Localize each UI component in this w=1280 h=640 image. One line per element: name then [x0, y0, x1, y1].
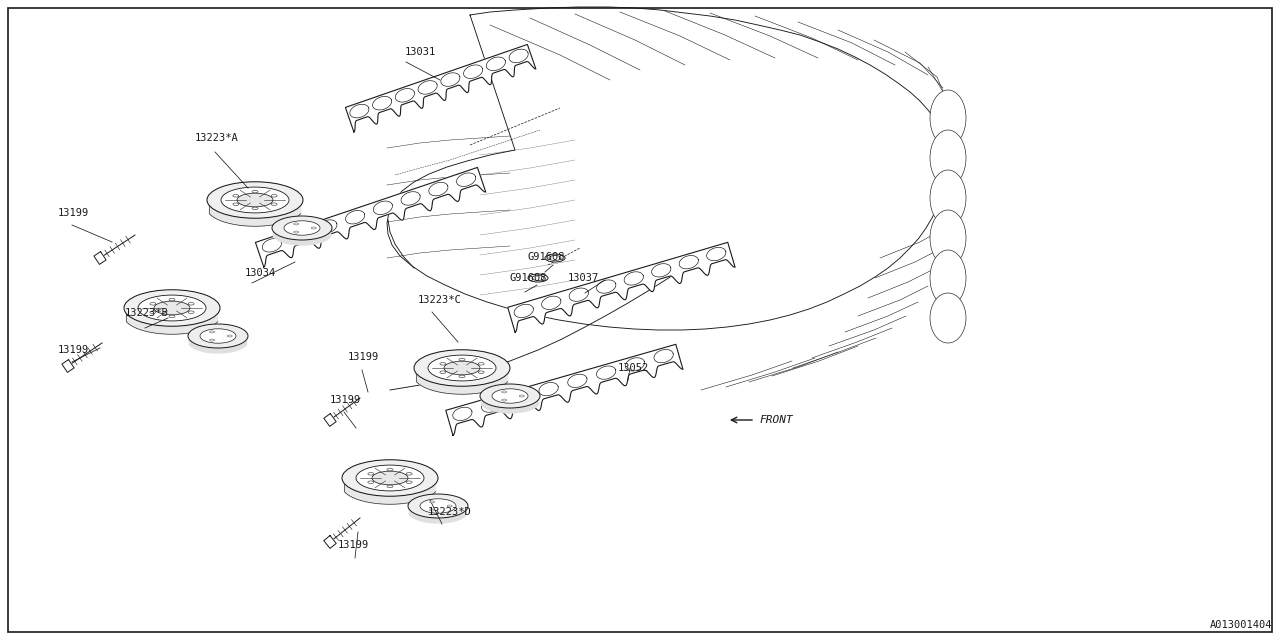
Ellipse shape — [529, 274, 548, 282]
Ellipse shape — [138, 295, 206, 321]
Ellipse shape — [252, 207, 259, 210]
Text: 13199: 13199 — [338, 540, 369, 550]
Ellipse shape — [931, 130, 966, 186]
Ellipse shape — [252, 190, 259, 193]
Text: A013001404: A013001404 — [1210, 620, 1272, 630]
Ellipse shape — [387, 468, 393, 471]
Text: 13223*D: 13223*D — [428, 507, 472, 517]
Ellipse shape — [207, 182, 303, 218]
Ellipse shape — [406, 481, 412, 483]
Ellipse shape — [502, 399, 507, 401]
Ellipse shape — [210, 339, 215, 341]
Text: 13031: 13031 — [404, 47, 436, 57]
Ellipse shape — [931, 250, 966, 306]
Ellipse shape — [293, 231, 298, 233]
Ellipse shape — [367, 472, 374, 475]
Ellipse shape — [273, 216, 332, 240]
Ellipse shape — [430, 509, 435, 511]
Ellipse shape — [479, 371, 484, 374]
Ellipse shape — [271, 203, 278, 205]
Ellipse shape — [931, 90, 966, 146]
Text: 13199: 13199 — [58, 345, 90, 355]
Ellipse shape — [440, 362, 445, 365]
Ellipse shape — [200, 329, 236, 343]
Ellipse shape — [188, 303, 195, 305]
Text: 13199: 13199 — [348, 352, 379, 362]
Text: 13223*B: 13223*B — [125, 308, 169, 318]
Polygon shape — [127, 314, 218, 334]
Ellipse shape — [931, 210, 966, 266]
Ellipse shape — [188, 311, 195, 314]
Ellipse shape — [479, 362, 484, 365]
Ellipse shape — [150, 311, 156, 314]
Ellipse shape — [408, 494, 468, 518]
Ellipse shape — [387, 485, 393, 488]
Polygon shape — [481, 400, 539, 413]
Ellipse shape — [188, 324, 248, 348]
Polygon shape — [410, 509, 466, 523]
Ellipse shape — [444, 361, 480, 375]
Ellipse shape — [356, 465, 424, 491]
Ellipse shape — [221, 187, 289, 213]
Polygon shape — [274, 232, 330, 245]
Text: 13199: 13199 — [330, 395, 361, 405]
Ellipse shape — [520, 395, 525, 397]
Ellipse shape — [271, 195, 278, 197]
Ellipse shape — [413, 349, 509, 386]
Ellipse shape — [124, 290, 220, 326]
Ellipse shape — [931, 293, 966, 343]
Ellipse shape — [342, 460, 438, 496]
Ellipse shape — [447, 505, 452, 507]
Text: FRONT: FRONT — [760, 415, 794, 425]
Ellipse shape — [150, 303, 156, 305]
Ellipse shape — [154, 301, 189, 315]
Ellipse shape — [237, 193, 273, 207]
Polygon shape — [210, 205, 301, 226]
Ellipse shape — [311, 227, 316, 229]
Polygon shape — [61, 360, 74, 372]
Ellipse shape — [480, 384, 540, 408]
Ellipse shape — [428, 355, 497, 381]
Polygon shape — [324, 536, 337, 548]
Polygon shape — [508, 243, 735, 332]
Text: 13034: 13034 — [244, 268, 276, 278]
Polygon shape — [387, 7, 947, 330]
Ellipse shape — [169, 298, 175, 301]
Polygon shape — [189, 340, 247, 353]
Ellipse shape — [440, 371, 445, 374]
Polygon shape — [344, 484, 435, 504]
Ellipse shape — [233, 203, 239, 205]
Ellipse shape — [228, 335, 232, 337]
Ellipse shape — [430, 501, 435, 503]
Ellipse shape — [492, 388, 529, 403]
Polygon shape — [445, 344, 684, 435]
Text: G91608: G91608 — [529, 252, 566, 262]
Text: 13199: 13199 — [58, 208, 90, 218]
Ellipse shape — [406, 472, 412, 475]
Text: 13223*A: 13223*A — [195, 133, 239, 143]
Ellipse shape — [460, 358, 465, 361]
Ellipse shape — [420, 499, 456, 513]
Text: 13052: 13052 — [618, 363, 649, 373]
Ellipse shape — [284, 221, 320, 235]
Text: 13037: 13037 — [568, 273, 599, 283]
Polygon shape — [416, 374, 508, 394]
Ellipse shape — [293, 223, 298, 225]
Text: G91608: G91608 — [509, 273, 548, 283]
Ellipse shape — [169, 315, 175, 317]
Ellipse shape — [233, 195, 239, 197]
Ellipse shape — [460, 375, 465, 378]
Ellipse shape — [502, 391, 507, 393]
Ellipse shape — [931, 170, 966, 226]
Ellipse shape — [545, 254, 564, 262]
Polygon shape — [93, 252, 106, 264]
Ellipse shape — [367, 481, 374, 483]
Ellipse shape — [372, 471, 408, 485]
Ellipse shape — [210, 331, 215, 333]
Polygon shape — [346, 44, 536, 132]
Text: 13223*C: 13223*C — [419, 295, 462, 305]
Polygon shape — [256, 168, 486, 267]
Polygon shape — [324, 413, 337, 426]
